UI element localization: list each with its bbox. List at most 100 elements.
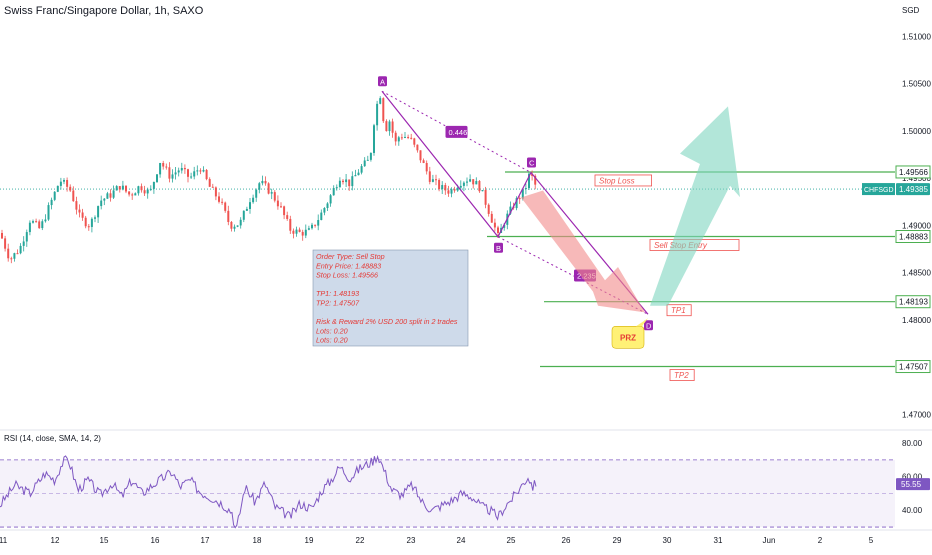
candle-body bbox=[174, 172, 177, 175]
candle-body bbox=[286, 215, 289, 219]
time-tick-label: 22 bbox=[356, 536, 365, 545]
time-tick-label: 11 bbox=[0, 536, 8, 545]
candle-body bbox=[193, 171, 196, 177]
candle-body bbox=[242, 210, 245, 220]
time-tick-label: 26 bbox=[562, 536, 571, 545]
pattern-point-badge bbox=[644, 320, 653, 331]
candle-body bbox=[466, 181, 468, 183]
level-label-box bbox=[669, 369, 695, 381]
candle-body bbox=[100, 200, 103, 207]
candle-body bbox=[528, 173, 530, 189]
candle-body bbox=[515, 198, 518, 209]
candle-body bbox=[38, 221, 41, 229]
candle-body bbox=[453, 189, 456, 191]
candle-body bbox=[298, 229, 301, 232]
candle-body bbox=[143, 190, 146, 194]
candle-body bbox=[69, 186, 72, 191]
candle-body bbox=[109, 193, 112, 198]
candle-body bbox=[419, 150, 422, 161]
time-tick-label: 24 bbox=[457, 536, 466, 545]
up-projection-arrow bbox=[650, 106, 740, 306]
candle-body bbox=[103, 198, 106, 201]
candle-body bbox=[304, 229, 307, 236]
candle-body bbox=[211, 186, 214, 188]
prz-pointer bbox=[636, 318, 648, 327]
candle-body bbox=[16, 253, 19, 255]
ratio-line-ac bbox=[381, 90, 532, 173]
candle-body bbox=[1, 233, 3, 239]
candle-body bbox=[90, 218, 93, 227]
level-label: Stop Loss bbox=[599, 176, 635, 185]
candle-body bbox=[230, 221, 233, 229]
candle-body bbox=[94, 217, 96, 219]
candle-body bbox=[472, 179, 475, 185]
candle-body bbox=[326, 203, 329, 209]
candle-body bbox=[199, 170, 202, 172]
candle-body bbox=[245, 208, 248, 211]
candle-body bbox=[63, 180, 65, 182]
candle-body bbox=[159, 163, 162, 175]
candle-body bbox=[84, 217, 87, 227]
candle-body bbox=[518, 198, 521, 200]
candle-body bbox=[168, 167, 171, 179]
candle-body bbox=[388, 121, 391, 132]
price-tick-label: 1.50500 bbox=[902, 80, 931, 89]
candle-body bbox=[497, 227, 499, 233]
candle-body bbox=[50, 199, 53, 206]
candle-body bbox=[81, 212, 84, 218]
candle-body bbox=[4, 238, 7, 249]
candle-body bbox=[165, 166, 168, 168]
candle-body bbox=[357, 172, 360, 176]
price-tag-label: 1.47507 bbox=[899, 363, 928, 372]
candle-body bbox=[438, 179, 441, 190]
candle-body bbox=[146, 189, 149, 194]
level-label: TP1 bbox=[671, 306, 686, 315]
candle-body bbox=[404, 136, 406, 138]
time-tick-label: 16 bbox=[151, 536, 160, 545]
candle-body bbox=[351, 176, 354, 187]
candle-body bbox=[382, 98, 385, 122]
down-projection-arrow bbox=[521, 190, 645, 313]
trade-note-line: Order Type: Sell Stop bbox=[316, 252, 385, 261]
candle-body bbox=[435, 179, 437, 181]
candle-body bbox=[314, 224, 317, 226]
candle-body bbox=[183, 168, 186, 170]
candle-body bbox=[317, 220, 320, 226]
candle-body bbox=[301, 231, 304, 236]
candle-body bbox=[106, 193, 109, 199]
pattern-legs bbox=[381, 90, 649, 315]
time-axis: 11 12 15 16 17 18 19 22 23 24 25 26 29 30 31 Jun 2 5 bbox=[0, 529, 932, 545]
candle-body bbox=[171, 174, 174, 179]
candle-body bbox=[456, 187, 459, 191]
price-tick-label: 1.48000 bbox=[902, 316, 931, 325]
candle-body bbox=[487, 204, 490, 214]
candle-body bbox=[307, 228, 310, 230]
time-tick-label: 29 bbox=[613, 536, 622, 545]
candle-body bbox=[41, 221, 44, 229]
prz-bubble bbox=[611, 325, 645, 349]
price-tag bbox=[895, 230, 931, 244]
candle-body bbox=[218, 196, 220, 202]
price-tag-current bbox=[896, 183, 930, 196]
candle-body bbox=[270, 192, 273, 194]
candle-body bbox=[131, 194, 134, 196]
time-tick-label: 17 bbox=[201, 536, 210, 545]
rsi-line bbox=[0, 454, 537, 529]
candle-body bbox=[115, 186, 118, 191]
time-tick-label: Jun bbox=[763, 536, 776, 545]
trade-note-box bbox=[312, 249, 469, 347]
candle-body bbox=[224, 202, 227, 211]
candle-body bbox=[462, 182, 465, 186]
candle-body bbox=[121, 185, 124, 190]
symbol-tag-label: CHFSGD bbox=[864, 187, 894, 194]
trade-note-line: Risk & Reward 2% USD 200 split in 2 trad… bbox=[316, 317, 458, 326]
candle-body bbox=[44, 219, 47, 222]
candle-body bbox=[25, 232, 28, 242]
candle-body bbox=[239, 219, 242, 226]
candle-body bbox=[118, 186, 121, 190]
candle-body bbox=[162, 163, 165, 167]
pattern-point-badge bbox=[378, 76, 387, 87]
